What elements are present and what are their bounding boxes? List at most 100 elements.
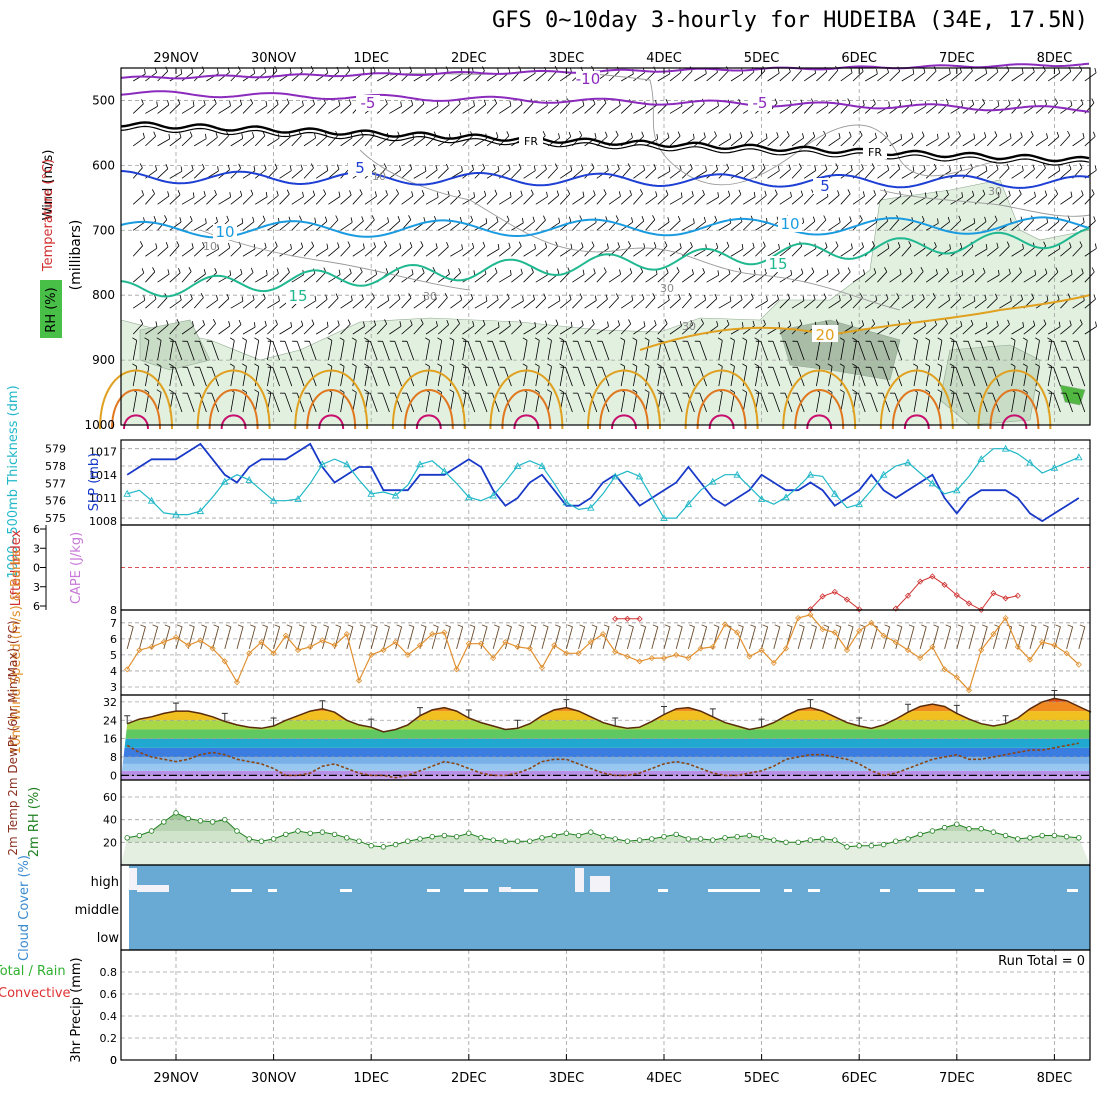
wind-barb: [584, 163, 595, 179]
wind-barb: [962, 190, 975, 205]
wind-barb: [670, 366, 683, 387]
wind-barb: [949, 337, 955, 361]
date-label-bottom: 4DEC: [646, 1071, 682, 1086]
wind-barb: [730, 132, 743, 147]
wind-barb: [816, 164, 828, 179]
wind-barb: [938, 267, 949, 283]
wind-barb: [681, 190, 694, 205]
wind-barb: [852, 269, 865, 283]
wind-barb: [816, 269, 829, 283]
rh2m-marker: [417, 836, 423, 842]
wind-barb: [669, 164, 682, 179]
rh-tick-label: 20: [103, 836, 117, 849]
wind10-marker: [892, 639, 899, 646]
wind-barb: [999, 99, 1011, 114]
wind-barb: [742, 191, 756, 205]
wind-barb: [694, 132, 706, 147]
wind-barb: [767, 68, 780, 82]
wind-barb: [657, 98, 669, 114]
wind-barb: [181, 243, 194, 257]
wind-barb: [1047, 189, 1059, 205]
wind-barb: [279, 132, 291, 147]
wind-barb: [839, 337, 845, 361]
wind10-barb: [273, 624, 281, 649]
wind-barb: [182, 392, 195, 413]
wind10-barb: [212, 624, 220, 649]
wind-barb: [853, 340, 866, 361]
contour-label-bg: [748, 95, 772, 111]
wind-barb: [401, 320, 413, 335]
wind-barb: [1023, 191, 1036, 205]
wind-barb: [401, 164, 413, 179]
wind10-marker: [538, 664, 546, 671]
wind-barb: [950, 293, 962, 309]
wind-barb: [791, 133, 804, 147]
wind-barb: [729, 337, 735, 361]
wind-barb: [938, 68, 951, 82]
contour-label-bg: [356, 95, 380, 111]
rh2m-marker: [368, 843, 374, 849]
rh2m-marker: [868, 843, 875, 849]
wind-barb: [1011, 294, 1023, 309]
wind-barb: [413, 267, 425, 283]
wind-barb: [730, 165, 744, 179]
temperature-contour-label: 5: [820, 177, 830, 195]
cloud-level-label-high: high: [91, 875, 119, 890]
wind10-marker: [1075, 661, 1082, 668]
diurnal-contour-loop: [403, 389, 454, 430]
thickness-marker: [587, 503, 595, 511]
rh2m-marker: [380, 844, 387, 850]
wind-barb: [742, 242, 755, 257]
wind-barb: [791, 163, 802, 179]
wind-barb: [450, 216, 462, 231]
rh2m-marker: [161, 819, 167, 825]
rh2m-marker: [758, 835, 765, 841]
wind10-axis-label: 10m Wind Speed (m/s) & Barbs: [9, 549, 24, 754]
wind-barb: [462, 320, 475, 335]
wind-barb: [1060, 242, 1072, 257]
wind-barb: [828, 132, 841, 147]
temp-band: [121, 720, 1090, 730]
wind10-marker: [392, 639, 399, 646]
wind-barb: [974, 216, 987, 231]
rh2m-marker: [1063, 833, 1070, 840]
wind-barb: [230, 319, 242, 335]
wind10-marker: [307, 643, 314, 650]
wind-barb: [706, 242, 719, 257]
wind-barb: [487, 366, 500, 387]
rh-axis-label: RH (%): [44, 287, 59, 332]
wind-barb: [365, 392, 378, 413]
wind10-barb: [883, 624, 891, 649]
wind10-barb: [992, 624, 1000, 649]
lifted-marker: [636, 615, 643, 622]
wind10-barb: [175, 624, 183, 649]
wind-barb: [230, 99, 243, 114]
cape-tick-label: 8: [110, 604, 117, 617]
wind10-marker: [660, 655, 668, 662]
temp-minmax-bar: [953, 704, 960, 714]
wind-barb: [401, 133, 415, 147]
wind10-marker: [526, 645, 533, 652]
wind10-marker: [490, 655, 497, 662]
wind-barb: [657, 190, 669, 205]
wind-barb: [437, 133, 451, 147]
wind-barb: [925, 363, 931, 387]
wind-barb: [560, 340, 573, 361]
wind10-marker: [331, 642, 338, 649]
wind10-barb: [687, 624, 695, 649]
wind-barb: [437, 99, 450, 114]
wind10-barb: [1041, 624, 1049, 649]
wind-barb: [328, 320, 340, 335]
rh-band: [121, 797, 1090, 808]
wind-barb: [1060, 366, 1073, 387]
wind-barb: [292, 366, 305, 387]
wind-barb: [791, 268, 804, 283]
wind-barb: [865, 366, 878, 387]
wind-barb: [145, 101, 158, 114]
thickness-marker: [440, 467, 449, 475]
wind-barb: [816, 130, 827, 147]
wind-axis-label: Wind (m/s): [41, 150, 56, 221]
contour-label-bg: [812, 325, 838, 342]
wind-barb: [132, 268, 145, 283]
rh-shading: [121, 179, 1090, 425]
